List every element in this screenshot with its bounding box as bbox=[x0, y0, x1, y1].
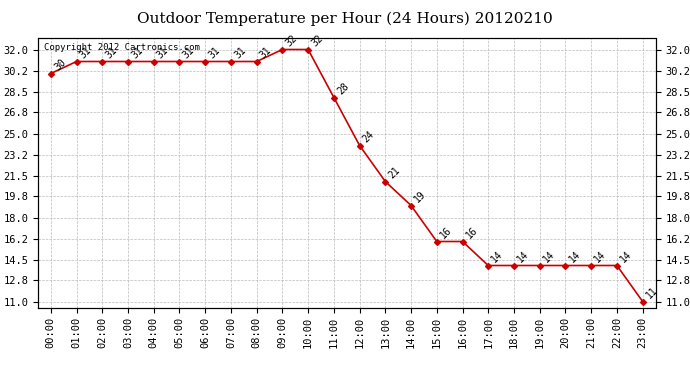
Text: 31: 31 bbox=[155, 45, 170, 60]
Text: 14: 14 bbox=[618, 249, 633, 264]
Text: Copyright 2012 Cartronics.com: Copyright 2012 Cartronics.com bbox=[44, 43, 200, 52]
Text: 32: 32 bbox=[310, 33, 325, 48]
Text: 28: 28 bbox=[335, 81, 351, 96]
Text: 24: 24 bbox=[361, 129, 376, 144]
Text: 31: 31 bbox=[258, 45, 273, 60]
Text: 14: 14 bbox=[593, 249, 608, 264]
Text: 32: 32 bbox=[284, 33, 299, 48]
Text: 21: 21 bbox=[386, 165, 402, 180]
Text: 30: 30 bbox=[52, 57, 68, 72]
Text: 11: 11 bbox=[644, 285, 660, 300]
Text: 14: 14 bbox=[566, 249, 582, 264]
Text: Outdoor Temperature per Hour (24 Hours) 20120210: Outdoor Temperature per Hour (24 Hours) … bbox=[137, 11, 553, 26]
Text: 14: 14 bbox=[515, 249, 531, 264]
Text: 31: 31 bbox=[104, 45, 119, 60]
Text: 31: 31 bbox=[206, 45, 222, 60]
Text: 16: 16 bbox=[464, 225, 480, 240]
Text: 31: 31 bbox=[233, 45, 248, 60]
Text: 31: 31 bbox=[78, 45, 93, 60]
Text: 31: 31 bbox=[130, 45, 145, 60]
Text: 31: 31 bbox=[181, 45, 196, 60]
Text: 14: 14 bbox=[490, 249, 505, 264]
Text: 14: 14 bbox=[541, 249, 556, 264]
Text: 16: 16 bbox=[438, 225, 453, 240]
Text: 19: 19 bbox=[413, 189, 428, 204]
